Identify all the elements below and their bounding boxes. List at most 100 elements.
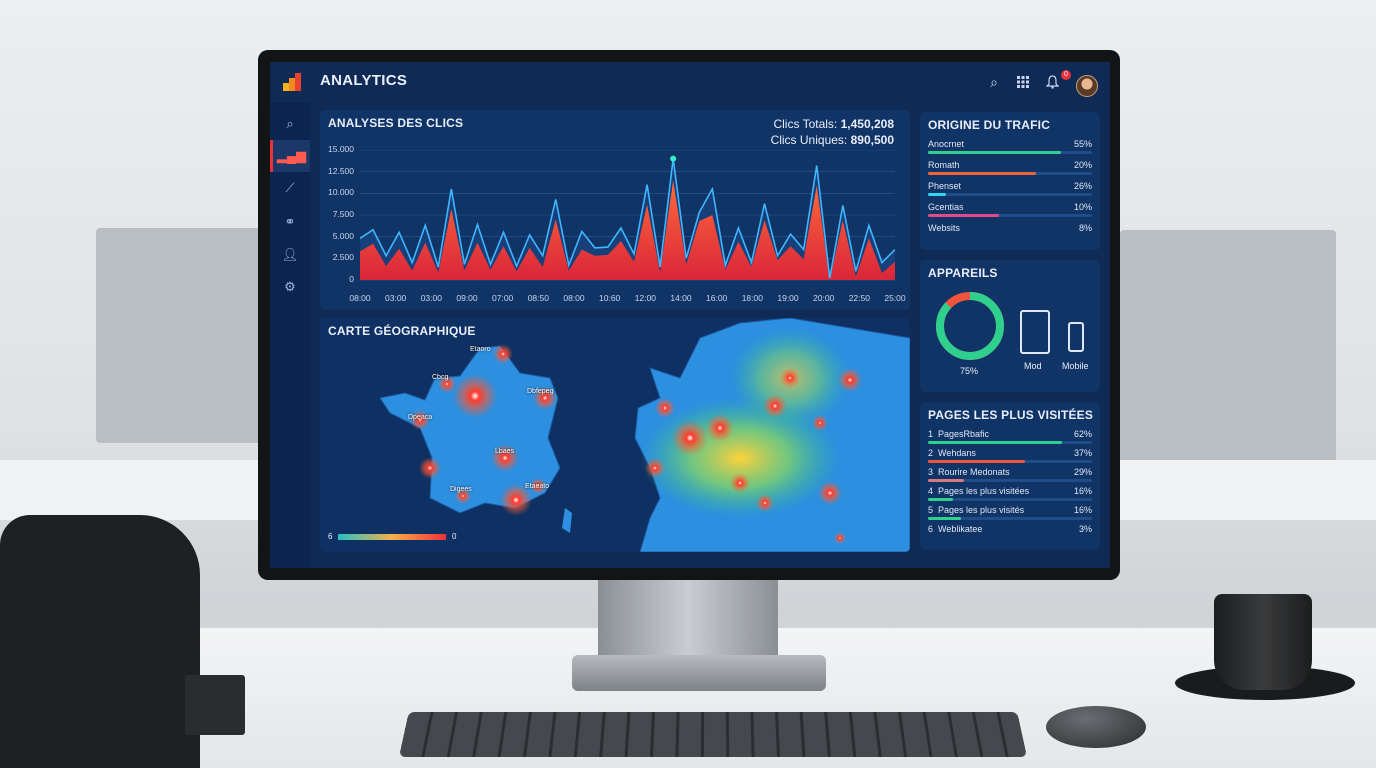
clicks-stats: Clics Totals: 1,450,208 Clics Uniques: 8… (771, 116, 894, 148)
donut-percent: 75% (960, 366, 979, 376)
progress-bar (928, 193, 1092, 196)
sidebar-item-analytics[interactable]: ▂▄▆ (270, 140, 310, 172)
list-item: Romath 20% (928, 160, 1092, 175)
heat-spot (780, 368, 800, 388)
sidebar-item-users[interactable]: 👤︎ (270, 239, 310, 271)
rank: 6 (928, 524, 934, 534)
y-tick-label: 5.000 (332, 230, 354, 241)
item-label: Weblikatee (938, 524, 983, 534)
devices-donut (936, 292, 1004, 360)
item-percent: 3% (1078, 524, 1092, 534)
coffee-cup (1214, 594, 1312, 690)
y-tick-label: 2.500 (332, 252, 354, 263)
peak-point (670, 155, 677, 162)
progress-bar (928, 151, 1092, 154)
traffic-title: ORIGINE DU TRAFIC (928, 118, 1051, 132)
total-value: 1,450,208 (840, 117, 894, 131)
legend-max: 0 (452, 532, 457, 541)
sidebar-item-trends[interactable]: ⟋ (270, 172, 310, 204)
clicks-panel: ANALYSES DES CLICS Clics Totals: 1,450,2… (320, 110, 910, 310)
dashboard-screen: ANALYTICS ⌕ 0 ⌕ ▂▄▆ ⟋ ⚭ 👤︎ ⚙ ANALYSES DE… (270, 62, 1110, 568)
y-tick-label: 12.500 (328, 165, 354, 176)
y-tick-label: 0 (349, 274, 354, 284)
analytics-logo-icon (283, 73, 301, 91)
app-title: ANALYTICS (320, 72, 408, 89)
list-item: 5 Pages les plus visités 16% (928, 505, 1092, 520)
progress-bar (928, 214, 1092, 217)
pages-title: PAGES LES PLUS VISITÉES (928, 408, 1094, 422)
bar-chart-icon: ▂▄▆ (276, 148, 307, 163)
x-tick-label: 03:00 (385, 293, 407, 303)
x-tick-label: 19:00 (777, 293, 799, 303)
devices-title: APPAREILS (928, 266, 998, 280)
heat-spot (438, 375, 456, 393)
network-icon: ⚭ (284, 214, 296, 229)
rank: 3 (928, 467, 934, 477)
x-tick-label: 12:00 (634, 293, 656, 303)
sidebar-item-settings[interactable]: ⚙ (270, 271, 310, 303)
x-tick-label: 20:00 (813, 293, 835, 303)
item-label: Phenset (928, 181, 962, 191)
sidebar: ⌕ ▂▄▆ ⟋ ⚭ 👤︎ ⚙ (270, 102, 310, 568)
x-tick-label: 25:00 (884, 293, 906, 303)
list-item: 6 Weblikatee 3% (928, 524, 1092, 534)
monitor-stand (598, 578, 778, 658)
heat-spot (812, 415, 828, 431)
map-panel: CARTE GÉOGRAPHIQUE Etaoro Cbcg Dbfepeg D… (320, 318, 910, 552)
total-label: Clics Totals: (773, 117, 838, 131)
x-tick-label: 18:00 (741, 293, 763, 303)
item-percent: 8% (1078, 223, 1092, 233)
office-chair (0, 515, 200, 768)
search-icon: ⌕ (286, 116, 294, 131)
list-item: 1 PagesRbafic 62% (928, 429, 1092, 444)
heat-spot (533, 386, 557, 410)
heat-spot (763, 394, 787, 418)
city-label: Dbfepeg (527, 388, 554, 395)
mouse (1046, 706, 1146, 748)
heat-legend-gradient (338, 534, 446, 540)
item-label: PagesRbafic (938, 429, 990, 439)
x-tick-label: 22:50 (848, 293, 870, 303)
item-percent: 37% (1073, 448, 1092, 458)
background-monitor-right (1120, 230, 1336, 465)
avatar[interactable] (1076, 75, 1098, 97)
grid-icon[interactable] (1017, 76, 1029, 88)
heat-spot (410, 410, 430, 430)
search-icon[interactable]: ⌕ (990, 74, 998, 90)
city-label: Etaoro (470, 346, 491, 353)
heat-spot (672, 420, 708, 456)
header: ANALYTICS ⌕ 0 (270, 62, 1110, 102)
bell-icon[interactable] (1046, 75, 1059, 89)
clicks-title: ANALYSES DES CLICS (328, 116, 464, 130)
devices-panel: APPAREILS 75% Mod Mobile (920, 260, 1100, 392)
item-percent: 10% (1073, 202, 1092, 212)
notification-badge: 0 (1061, 70, 1071, 80)
heat-spot (500, 484, 532, 516)
sidebar-item-network[interactable]: ⚭ (270, 206, 310, 238)
y-tick-label: 15.000 (328, 144, 354, 154)
sidebar-item-search[interactable]: ⌕ (270, 108, 310, 140)
progress-bar (928, 441, 1092, 444)
heat-spot (655, 398, 675, 418)
x-tick-label: 09:00 (456, 293, 478, 303)
x-tick-label: 07:00 (492, 293, 514, 303)
y-tick-label: 10.000 (328, 187, 354, 198)
mobile-icon (1068, 322, 1084, 352)
x-tick-label: 03:00 (420, 293, 442, 303)
list-item: 3 Rourire Medonats 29% (928, 467, 1092, 482)
series-area (360, 180, 895, 280)
progress-bar (928, 479, 1092, 482)
x-tick-label: 14:00 (670, 293, 692, 303)
heat-spot (419, 457, 441, 479)
rank: 2 (928, 448, 934, 458)
keyboard (398, 711, 1028, 757)
x-tick-label: 08:00 (563, 293, 585, 303)
donut-main (936, 292, 1004, 360)
list-item: Websits 8% (928, 223, 1092, 233)
item-percent: 20% (1073, 160, 1092, 170)
clicks-chart (360, 150, 895, 281)
trend-icon: ⟋ (285, 180, 295, 195)
city-label: Lbaes (495, 448, 515, 455)
background-monitor-left (96, 228, 261, 443)
progress-bar (928, 498, 1092, 501)
